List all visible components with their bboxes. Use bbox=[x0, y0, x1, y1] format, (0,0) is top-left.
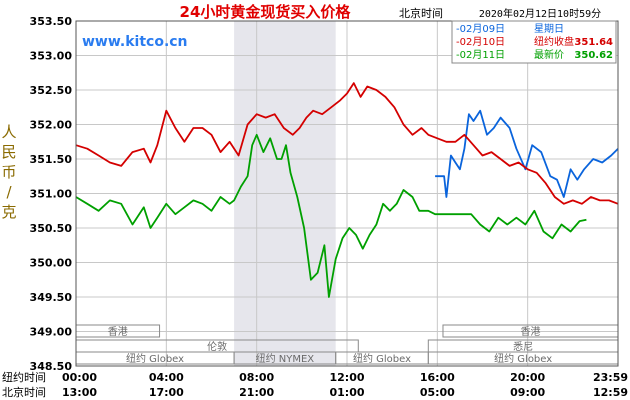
legend-caption: 星期日 bbox=[534, 23, 564, 35]
y-tick-labels: 353.50 353.00 352.50 352.00 351.50 351.00 350.… bbox=[30, 15, 73, 373]
x-tick-label-ny: 00:00 bbox=[62, 371, 97, 384]
timestamp: 2020年02月12日10时59分 bbox=[479, 7, 601, 20]
legend-date: -02月11日 bbox=[456, 49, 505, 61]
timestamp-label: 北京时间 bbox=[399, 6, 443, 20]
y-axis-label-glyph: 人 bbox=[1, 123, 16, 141]
legend-value: 351.64 bbox=[574, 37, 613, 48]
x-tick-label-ny: 08:00 bbox=[239, 371, 274, 384]
y-tick-label: 351.00 bbox=[30, 188, 73, 201]
y-tick-label: 349.00 bbox=[30, 326, 73, 339]
x-tick-label-ny: 23:59 bbox=[593, 371, 628, 384]
legend-value: 350.62 bbox=[574, 50, 613, 61]
y-axis-label: 人民币 / 克 bbox=[1, 123, 16, 221]
x-tick-label-ny: 16:00 bbox=[420, 371, 455, 384]
y-tick-label: 352.50 bbox=[30, 84, 73, 97]
x-tick-label-ny: 04:00 bbox=[149, 371, 184, 384]
source-watermark: www.kitco.cn bbox=[82, 34, 188, 50]
y-axis-label-glyph: 币 bbox=[1, 163, 16, 181]
x-tick-label-bj: 09:00 bbox=[510, 386, 545, 399]
x-tick-label-ny: 12:00 bbox=[329, 371, 364, 384]
x-tick-label-bj: 17:00 bbox=[149, 386, 184, 399]
market-session-label: 纽约 NYMEX bbox=[256, 352, 315, 365]
x-tick-label-bj: 01:00 bbox=[329, 386, 364, 399]
legend-caption: 最新价 bbox=[534, 48, 564, 61]
y-tick-label: 350.00 bbox=[30, 257, 73, 270]
chart-title: 24小时黄金现货买入价格 bbox=[180, 3, 352, 21]
y-tick-label: 353.00 bbox=[30, 50, 73, 63]
y-tick-label: 348.50 bbox=[30, 360, 73, 373]
series-line-2 bbox=[75, 82, 619, 205]
market-session-label: 伦敦 bbox=[207, 340, 227, 353]
x-tick-label-bj: 05:00 bbox=[420, 386, 455, 399]
series-line-3 bbox=[75, 133, 587, 298]
series-line-1 bbox=[435, 109, 619, 198]
x-tick-labels: 00:00 13:00 04:00 17:00 08:00 21:00 12:00 01:00… bbox=[62, 371, 628, 399]
legend-caption: 纽约收盘 bbox=[534, 35, 574, 48]
x-row-label: 北京时间 bbox=[2, 385, 46, 399]
y-tick-label: 353.50 bbox=[30, 15, 73, 28]
market-session-label: 纽约 Globex bbox=[126, 352, 184, 365]
x-tick-label-bj: 13:00 bbox=[62, 386, 97, 399]
market-session-label: 纽约 Globex bbox=[494, 352, 552, 365]
y-tick-label: 350.50 bbox=[30, 222, 73, 235]
legend-date: -02月09日 bbox=[456, 23, 505, 35]
y-axis-label-glyph: / bbox=[6, 183, 12, 201]
market-session-label: 悉尼 bbox=[513, 341, 533, 353]
plot-frame bbox=[75, 20, 619, 367]
y-axis-label-glyph: 克 bbox=[1, 203, 16, 221]
y-tick-label: 351.50 bbox=[30, 153, 73, 166]
x-tick-label-bj: 12:59 bbox=[593, 386, 628, 399]
legend-date: -02月10日 bbox=[456, 36, 505, 48]
y-tick-label: 349.50 bbox=[30, 291, 73, 304]
market-session-label: 香港 bbox=[108, 326, 128, 338]
x-tick-label-ny: 20:00 bbox=[510, 371, 545, 384]
legend: -02月09日 星期日 -02月10日 纽约收盘 351.64 -02月11日 最新价 350… bbox=[451, 20, 617, 64]
y-tick-label: 352.00 bbox=[30, 119, 73, 132]
price-series bbox=[75, 82, 619, 298]
market-session-label: 香港 bbox=[520, 326, 540, 338]
legend-box bbox=[451, 20, 617, 64]
y-axis-label-glyph: 民 bbox=[1, 143, 16, 161]
x-row-label: 纽约时间 bbox=[2, 370, 46, 384]
market-session-label: 纽约 Globex bbox=[353, 352, 411, 365]
x-tick-label-bj: 21:00 bbox=[239, 386, 274, 399]
